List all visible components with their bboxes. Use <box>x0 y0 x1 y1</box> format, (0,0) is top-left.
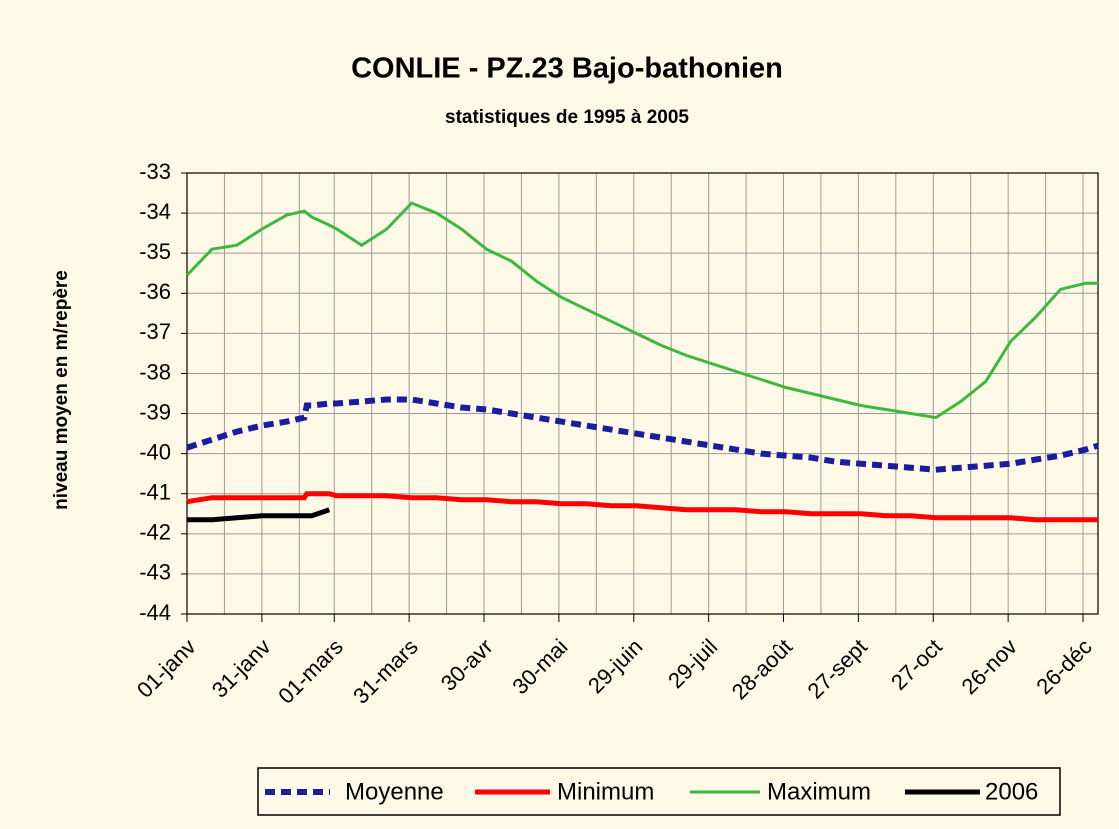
x-tick-label: 26-déc <box>1031 634 1096 699</box>
series-line <box>186 396 1099 473</box>
y-tick-label: -40 <box>139 439 171 464</box>
x-tick-label: 29-juin <box>583 634 647 698</box>
x-tick-label: 31-mars <box>348 634 423 709</box>
y-tick-label: -39 <box>139 399 171 424</box>
y-tick-label: -35 <box>139 239 171 264</box>
series-line <box>185 201 1098 420</box>
x-tick-label: 26-nov <box>957 634 1022 699</box>
x-tick-label: 30-mai <box>507 634 572 699</box>
y-tick-label: -36 <box>139 279 171 304</box>
y-tick-label: -41 <box>139 480 171 505</box>
legend-label: 2006 <box>985 778 1038 805</box>
plot-frame <box>186 172 1099 615</box>
x-tick-label: 01-janv <box>132 634 201 703</box>
legend-label: Maximum <box>767 778 871 805</box>
y-tick-label: -37 <box>139 319 171 344</box>
legend-label: Moyenne <box>345 778 444 805</box>
x-tick-label: 30-avr <box>436 634 498 696</box>
x-tick-label: 29-juil <box>663 634 722 693</box>
y-tick-label: -42 <box>139 520 171 545</box>
legend-label: Minimum <box>557 778 654 805</box>
chart-subtitle: statistiques de 1995 à 2005 <box>445 107 689 128</box>
y-axis-label: niveau moyen en m/repère <box>51 270 72 510</box>
y-tick-label: -43 <box>139 560 171 585</box>
x-tick-label: 27-sept <box>802 634 872 704</box>
series-line <box>187 507 331 523</box>
y-tick-label: -44 <box>139 600 171 625</box>
series-line <box>186 491 1098 523</box>
x-tick-label: 31-janv <box>207 634 276 703</box>
y-tick-label: -38 <box>139 359 171 384</box>
y-tick-label: -33 <box>139 159 171 184</box>
x-tick-label: 01-mars <box>273 634 348 709</box>
chart-title: CONLIE - PZ.23 Bajo-bathonien <box>351 53 783 85</box>
y-tick-label: -34 <box>139 199 171 224</box>
x-tick-label: 27-oct <box>886 634 947 695</box>
x-tick-label: 28-août <box>727 634 797 704</box>
